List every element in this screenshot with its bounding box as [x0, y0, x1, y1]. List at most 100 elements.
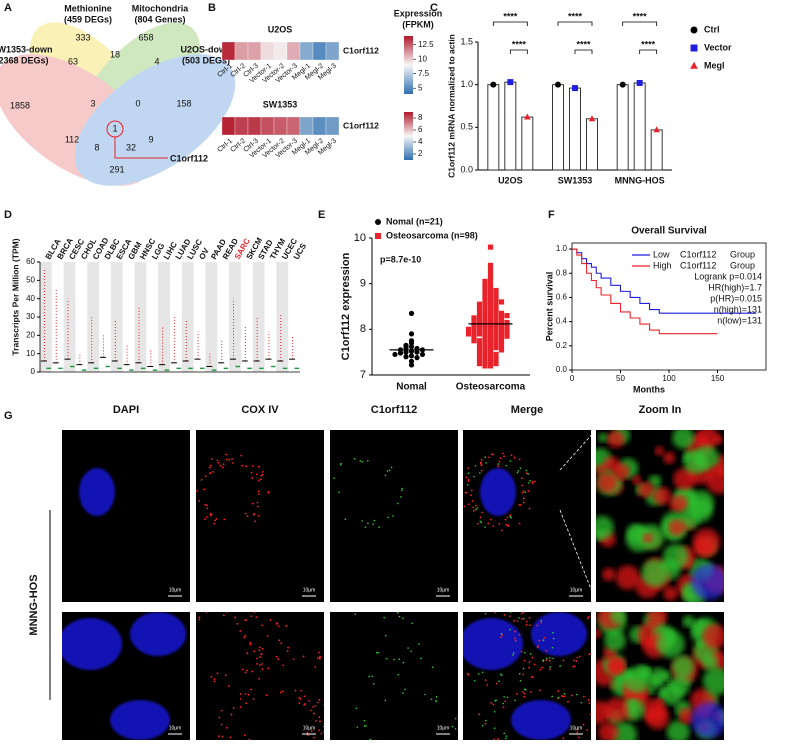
mito-dot: [547, 608, 549, 610]
marker: [504, 333, 510, 339]
mito-dot: [314, 719, 317, 722]
bracket: [622, 21, 658, 26]
marker: [375, 233, 381, 239]
protein-dot: [514, 699, 516, 702]
protein-dot: [552, 657, 554, 660]
mito-dot: [487, 606, 489, 608]
marker: [498, 310, 505, 316]
marker: [498, 319, 505, 326]
protein-dot: [369, 738, 372, 740]
zoom-blob: [647, 686, 656, 695]
protein-dot: [418, 643, 420, 645]
mito-dot: [213, 680, 216, 683]
venn-set-size: (804 Genes): [134, 14, 185, 24]
mito-dot: [203, 488, 206, 491]
nucleus: [463, 618, 523, 670]
marker: [414, 349, 420, 355]
zoom-blob: [705, 466, 724, 494]
colorbar-label: 4: [418, 137, 423, 146]
marker: [487, 290, 494, 296]
y-tick-label: 0.5: [460, 122, 473, 132]
protein-dot: [474, 464, 477, 467]
protein-dot: [475, 606, 477, 608]
mito-dot: [520, 612, 523, 615]
scale-bar-label: 10μm: [303, 587, 316, 593]
mito-dot: [480, 461, 482, 464]
image-bg: [330, 430, 458, 602]
mito-dot: [196, 490, 198, 492]
mito-dot: [500, 636, 502, 639]
mito-dot: [252, 698, 255, 700]
nucleus: [130, 612, 186, 656]
scale-bar-label: 10μm: [570, 587, 583, 593]
mito-dot: [521, 608, 523, 610]
protein-dot: [484, 526, 486, 528]
mito-dot: [210, 605, 212, 607]
protein-dot: [385, 657, 388, 660]
protein-dot: [404, 688, 406, 691]
mito-dot: [316, 701, 319, 704]
mito-dot: [465, 476, 468, 479]
zoom-blob: [702, 654, 719, 671]
marker: [476, 310, 483, 316]
image-bg: [196, 612, 324, 740]
y-tick-label: 60: [26, 257, 35, 266]
mito-dot: [529, 740, 531, 742]
bar: [504, 81, 517, 171]
protein-dot: [549, 657, 551, 659]
protein-dot: [505, 735, 508, 737]
venn-gene: C1orf112: [170, 153, 208, 163]
mito-dot: [220, 709, 223, 712]
marker: [476, 322, 483, 328]
mito-dot: [521, 491, 524, 494]
mito-dot: [310, 709, 312, 712]
zoom-blob: [696, 639, 705, 648]
protein-dot: [400, 496, 402, 498]
mito-dot: [567, 700, 569, 703]
protein-dot: [373, 519, 376, 522]
protein-dot: [388, 469, 391, 472]
mito-dot: [586, 617, 589, 620]
mito-dot: [261, 663, 263, 665]
zoom-blob: [692, 528, 721, 557]
y-tick-label: 40: [26, 294, 35, 303]
marker: [487, 345, 494, 351]
marker: [476, 306, 483, 312]
protein-dot: [392, 515, 394, 517]
annotation: n(low)=131: [717, 315, 762, 325]
protein-dot: [353, 612, 354, 613]
marker: [465, 331, 472, 337]
mito-dot: [514, 603, 516, 605]
venn-count: 0: [135, 98, 140, 108]
y-tick-label: 0.6: [556, 293, 568, 302]
nucleus: [511, 700, 571, 740]
mito-dot: [257, 514, 260, 517]
scale-bar-label: 10μm: [437, 725, 450, 731]
mito-dot: [219, 464, 222, 467]
band: [87, 262, 100, 372]
protein-dot: [506, 696, 509, 699]
mito-dot: [488, 456, 490, 459]
protein-dot: [387, 516, 389, 519]
colorbar-label: 6: [418, 125, 423, 134]
legend-label: High: [653, 260, 672, 270]
mito-dot: [303, 695, 306, 698]
y-tick-label: 1.5: [460, 36, 473, 46]
mito-dot: [312, 706, 315, 708]
mito-dot: [523, 692, 526, 695]
mito-dot: [278, 608, 280, 610]
x-tick-label: 150: [711, 374, 725, 383]
mito-dot: [501, 634, 503, 637]
mito-dot: [267, 491, 270, 494]
mito-dot: [223, 518, 226, 521]
band: [110, 262, 123, 372]
mito-dot: [306, 731, 309, 734]
marker: [493, 308, 499, 314]
y-axis-label: Transcripts Per Million (TPM): [10, 238, 20, 355]
marker: [403, 345, 409, 351]
micrograph: 10μm: [62, 430, 190, 602]
mito-dot: [533, 480, 536, 483]
heatmap-cell: [260, 41, 275, 61]
protein-dot: [512, 654, 514, 656]
micrograph: 10μm: [196, 605, 324, 740]
